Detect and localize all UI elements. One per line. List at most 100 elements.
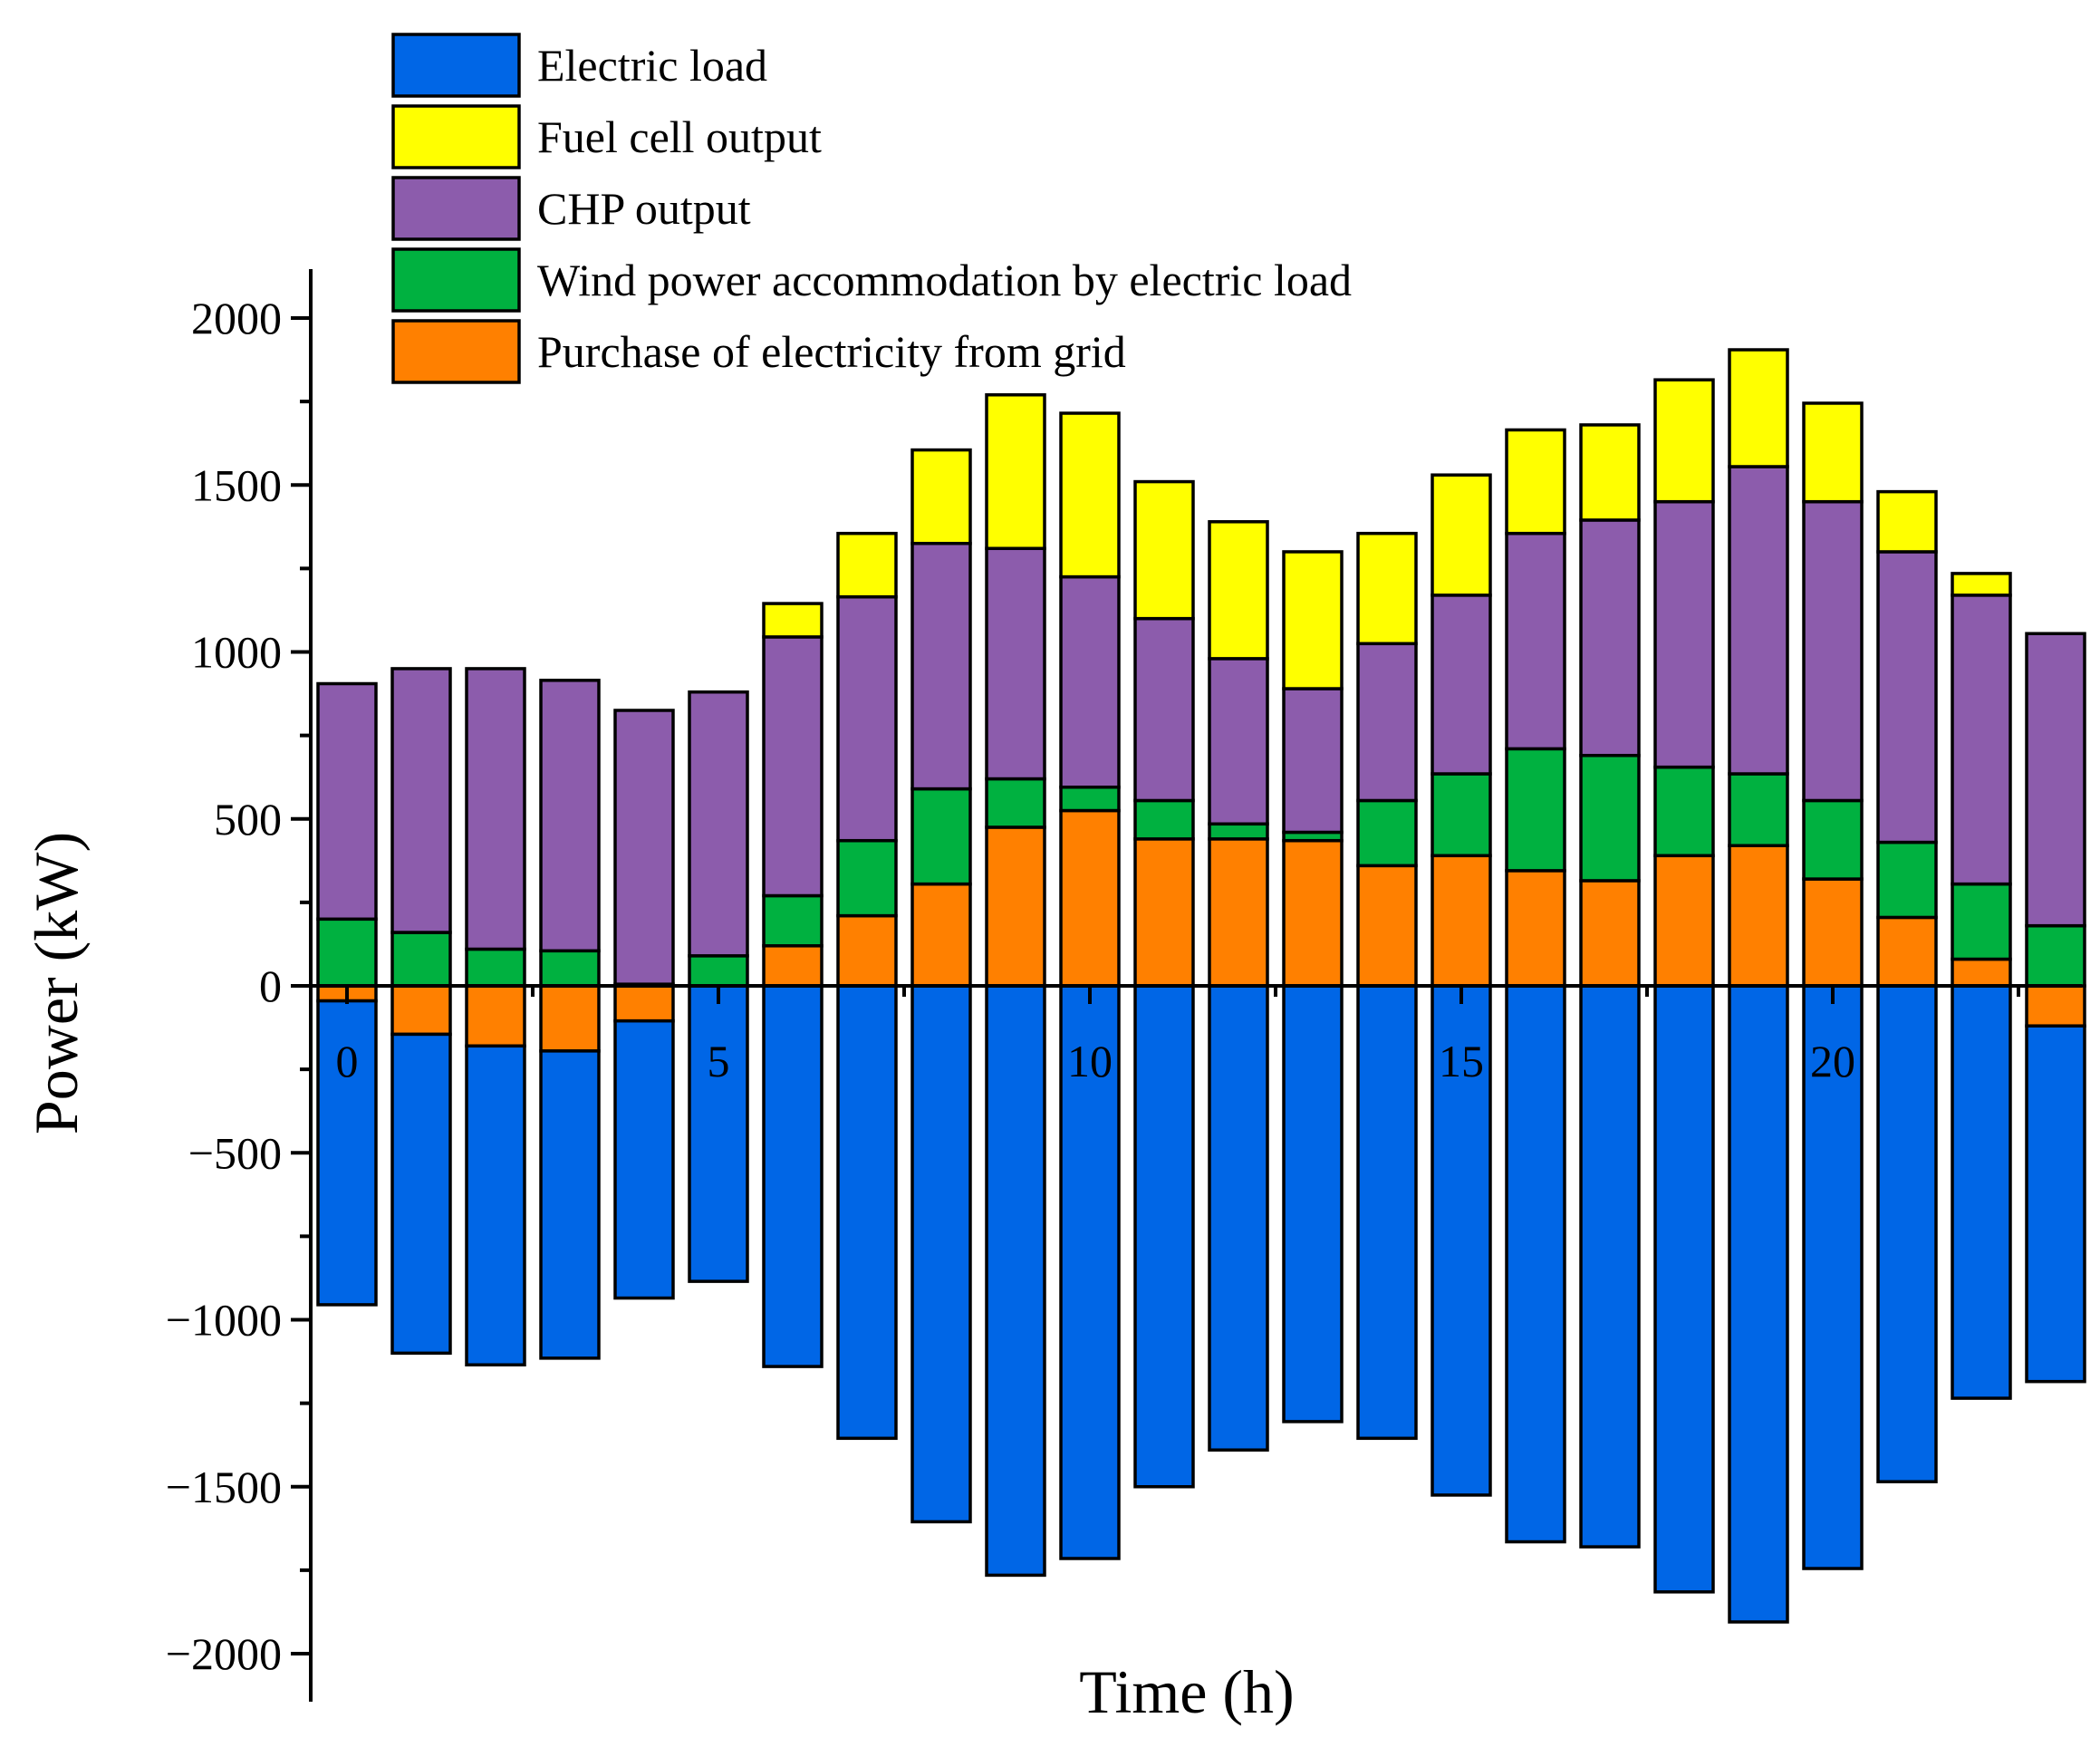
bar-chp-output-10 — [1059, 574, 1121, 789]
legend-swatch — [391, 176, 521, 241]
bar-purchase-of-electricity-from-grid-19 — [1728, 844, 1789, 988]
legend: Electric load Fuel cell output CHP output W… — [391, 33, 1352, 384]
legend-label: Fuel cell output — [537, 111, 822, 162]
bar-fuel-cell-output-10 — [1059, 411, 1121, 579]
y-tick-label: −1500 — [166, 1462, 282, 1512]
bar-electric-load-23 — [2025, 1024, 2086, 1384]
x-tick-label: 15 — [1439, 1036, 1484, 1086]
bar-fuel-cell-output-14 — [1356, 531, 1418, 646]
bar-electric-load-14 — [1356, 984, 1418, 1441]
bar-electric-load-11 — [1133, 984, 1195, 1489]
bar-purchase-of-electricity-from-grid-12 — [1208, 837, 1269, 988]
legend-swatch — [391, 319, 521, 384]
bar-wind-power-accommodation-by-electric-load-0 — [316, 917, 378, 988]
x-tick-label: 0 — [336, 1036, 359, 1086]
bar-purchase-of-electricity-from-grid-13 — [1282, 838, 1344, 988]
bar-fuel-cell-output-17 — [1579, 423, 1641, 522]
bar-wind-power-accommodation-by-electric-load-7 — [836, 838, 898, 918]
bar-layer — [316, 348, 2086, 1624]
bar-chp-output-5 — [688, 690, 749, 958]
bar-wind-power-accommodation-by-electric-load-17 — [1579, 753, 1641, 883]
bar-purchase-of-electricity-from-grid-17 — [1579, 879, 1641, 988]
bar-chp-output-11 — [1133, 616, 1195, 803]
bar-fuel-cell-output-22 — [1951, 572, 2012, 597]
bar-wind-power-accommodation-by-electric-load-23 — [2025, 923, 2086, 988]
legend-swatch — [391, 247, 521, 313]
bar-wind-power-accommodation-by-electric-load-14 — [1356, 798, 1418, 868]
bar-wind-power-accommodation-by-electric-load-12 — [1208, 822, 1269, 841]
bar-purchase-of-electricity-from-grid-21 — [1876, 915, 1938, 988]
bar-purchase-of-electricity-from-grid-23 — [2025, 984, 2086, 1028]
bar-purchase-of-electricity-from-grid-11 — [1133, 837, 1195, 988]
x-tick-label: 5 — [708, 1036, 730, 1086]
bar-electric-load-20 — [1802, 984, 1864, 1570]
bar-fuel-cell-output-18 — [1653, 378, 1715, 504]
bar-wind-power-accommodation-by-electric-load-2 — [465, 947, 526, 988]
bar-electric-load-7 — [836, 984, 898, 1441]
bar-wind-power-accommodation-by-electric-load-8 — [910, 787, 972, 886]
x-axis-title: Time (h) — [1079, 1657, 1294, 1726]
legend-label: Purchase of electricity from grid — [537, 326, 1126, 377]
legend-label: Electric load — [537, 40, 767, 91]
bar-purchase-of-electricity-from-grid-18 — [1653, 854, 1715, 988]
bar-purchase-of-electricity-from-grid-22 — [1951, 957, 2012, 988]
bar-electric-load-15 — [1431, 984, 1492, 1497]
bar-chp-output-2 — [465, 667, 526, 951]
bar-fuel-cell-output-19 — [1728, 348, 1789, 468]
bar-fuel-cell-output-13 — [1282, 550, 1344, 690]
bar-purchase-of-electricity-from-grid-20 — [1802, 877, 1864, 988]
bar-electric-load-8 — [910, 984, 972, 1524]
bar-wind-power-accommodation-by-electric-load-15 — [1431, 772, 1492, 858]
bar-chp-output-4 — [613, 709, 675, 986]
bar-electric-load-3 — [539, 1049, 601, 1360]
bar-wind-power-accommodation-by-electric-load-21 — [1876, 840, 1938, 920]
legend-label: Wind power accommodation by electric loa… — [537, 255, 1352, 305]
bar-chp-output-16 — [1505, 531, 1566, 751]
bar-purchase-of-electricity-from-grid-16 — [1505, 869, 1566, 988]
bar-purchase-of-electricity-from-grid-8 — [910, 882, 972, 988]
bar-wind-power-accommodation-by-electric-load-10 — [1059, 785, 1121, 813]
bar-chp-output-9 — [985, 546, 1046, 781]
bar-purchase-of-electricity-from-grid-3 — [539, 984, 601, 1053]
bar-fuel-cell-output-11 — [1133, 479, 1195, 621]
bar-electric-load-17 — [1579, 984, 1641, 1549]
x-tick-label: 10 — [1067, 1036, 1113, 1086]
bar-wind-power-accommodation-by-electric-load-16 — [1505, 747, 1566, 873]
bar-chp-output-8 — [910, 541, 972, 791]
y-axis-title: Power (kW) — [22, 832, 91, 1134]
bar-electric-load-21 — [1876, 984, 1938, 1483]
y-tick-label: −1000 — [166, 1295, 282, 1346]
bar-fuel-cell-output-16 — [1505, 428, 1566, 536]
y-tick-label: 2000 — [191, 293, 282, 343]
bar-purchase-of-electricity-from-grid-6 — [762, 944, 824, 988]
bar-electric-load-9 — [985, 984, 1046, 1578]
bar-chp-output-0 — [316, 681, 378, 922]
bar-fuel-cell-output-6 — [762, 602, 824, 639]
bar-wind-power-accommodation-by-electric-load-22 — [1951, 882, 2012, 961]
bar-chp-output-23 — [2025, 632, 2086, 928]
bar-electric-load-6 — [762, 984, 824, 1368]
bar-purchase-of-electricity-from-grid-9 — [985, 825, 1046, 988]
bar-wind-power-accommodation-by-electric-load-11 — [1133, 798, 1195, 841]
bar-chp-output-13 — [1282, 687, 1344, 835]
legend-swatch — [391, 33, 521, 98]
bar-purchase-of-electricity-from-grid-1 — [390, 984, 452, 1037]
y-tick-label: 1000 — [191, 627, 282, 678]
bar-chp-output-6 — [762, 635, 824, 898]
bar-chp-output-21 — [1876, 550, 1938, 845]
bar-purchase-of-electricity-from-grid-10 — [1059, 808, 1121, 988]
bar-electric-load-4 — [613, 1018, 675, 1300]
bar-chp-output-22 — [1951, 594, 2012, 886]
bar-fuel-cell-output-7 — [836, 531, 898, 599]
bar-electric-load-19 — [1728, 984, 1789, 1624]
bar-purchase-of-electricity-from-grid-7 — [836, 913, 898, 988]
bar-fuel-cell-output-20 — [1802, 401, 1864, 504]
bar-chp-output-3 — [539, 679, 601, 953]
bar-chp-output-14 — [1356, 642, 1418, 803]
bar-chp-output-18 — [1653, 499, 1715, 769]
bar-wind-power-accommodation-by-electric-load-18 — [1653, 765, 1715, 858]
bar-electric-load-13 — [1282, 984, 1344, 1424]
bar-chp-output-17 — [1579, 518, 1641, 758]
bar-electric-load-16 — [1505, 984, 1566, 1544]
